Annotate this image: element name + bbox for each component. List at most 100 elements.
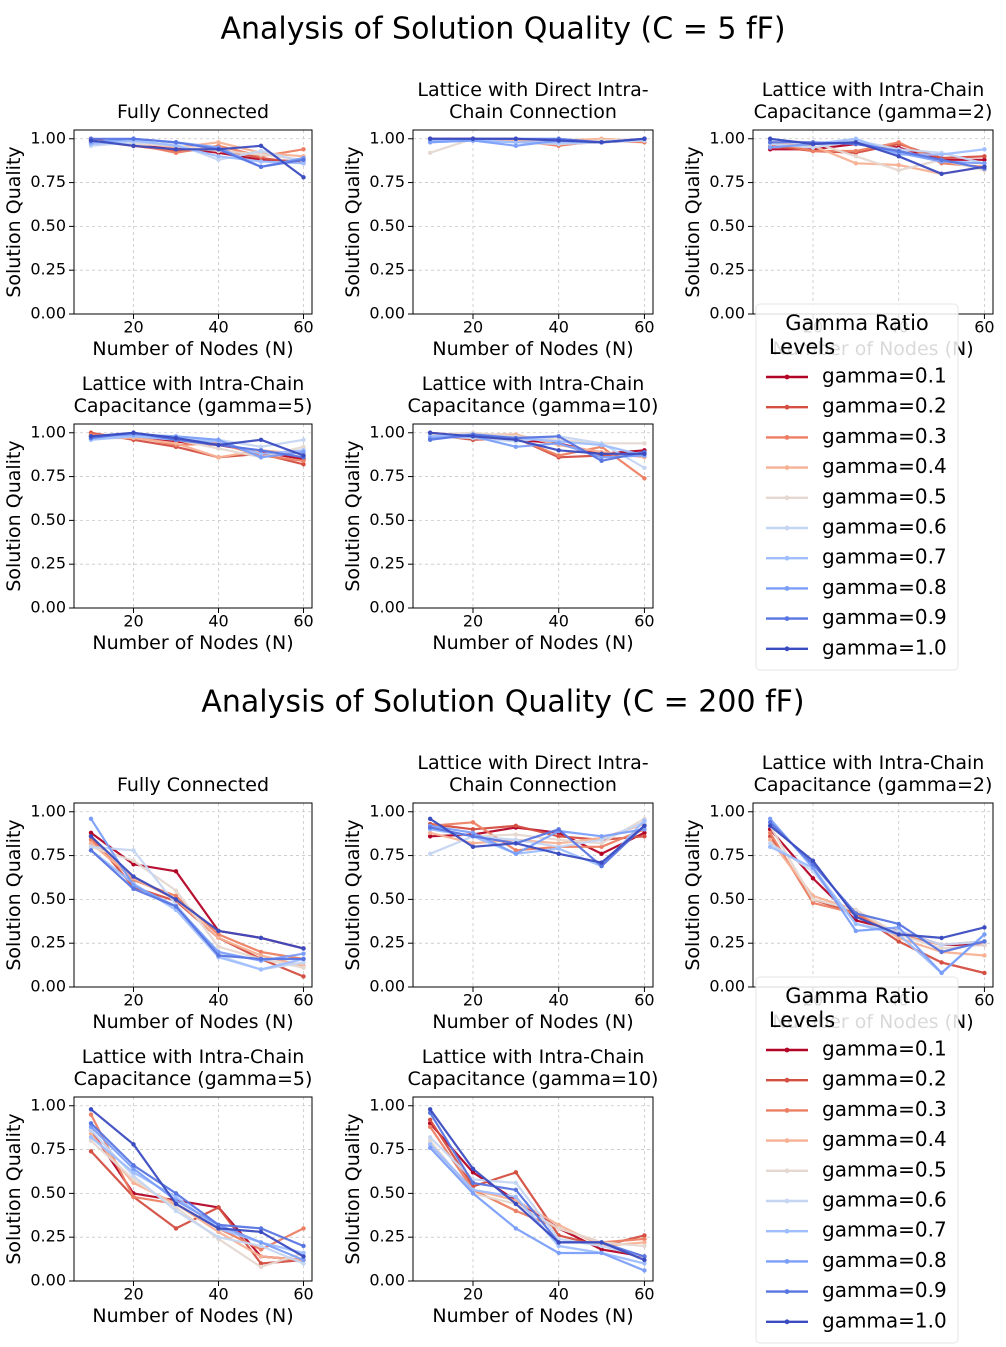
data-point	[896, 932, 901, 937]
x-tick-label: 40	[208, 612, 228, 631]
y-tick-label: 0.50	[30, 1183, 66, 1202]
data-point	[939, 946, 944, 951]
series-line	[90, 139, 304, 165]
data-point	[258, 1264, 264, 1270]
data-point	[258, 455, 264, 460]
data-point	[216, 953, 221, 958]
y-tick-label: 0.00	[30, 598, 66, 617]
data-point	[301, 462, 306, 467]
data-point	[642, 823, 647, 828]
data-point	[982, 970, 987, 976]
y-tick-label: 0.50	[709, 216, 745, 235]
x-tick-label: 40	[549, 1285, 569, 1304]
subplot: 0.00 0.25 0.50 0.75 1.00 20 40 60 Fully Connecte…	[3, 774, 314, 1033]
data-point	[982, 157, 987, 162]
data-point	[767, 140, 773, 145]
y-tick-label: 1.00	[709, 801, 745, 820]
data-point	[810, 876, 816, 881]
legend-label: gamma=1.0	[822, 1308, 947, 1332]
legend-label: gamma=0.1	[822, 1037, 947, 1061]
data-point	[470, 827, 476, 832]
y-tick-label: 0.00	[30, 1271, 66, 1290]
data-point	[216, 446, 221, 451]
legend-label: gamma=0.3	[822, 1097, 947, 1121]
data-point	[88, 1138, 94, 1144]
series-line	[429, 1122, 645, 1258]
x-tick-label: 40	[208, 1285, 228, 1304]
y-tick-label: 1.00	[30, 128, 66, 147]
data-point	[513, 841, 519, 846]
data-point	[131, 1166, 136, 1172]
y-tick-label: 1.00	[30, 422, 66, 441]
data-point	[131, 1180, 136, 1186]
legend-label: gamma=0.9	[822, 605, 947, 629]
data-point	[258, 152, 264, 157]
data-point	[258, 1254, 264, 1259]
data-point	[258, 1243, 264, 1249]
y-tick-label: 1.00	[30, 1095, 66, 1114]
legend-marker	[784, 586, 790, 591]
data-point	[513, 1194, 519, 1200]
legend-marker	[784, 1077, 790, 1083]
y-tick-label: 1.00	[369, 422, 405, 441]
y-tick-label: 0.00	[30, 304, 66, 323]
data-point	[427, 140, 433, 145]
data-point	[301, 1250, 306, 1256]
y-tick-label: 0.75	[369, 466, 405, 485]
data-point	[216, 140, 221, 145]
data-point	[173, 893, 179, 899]
data-point	[982, 147, 987, 152]
data-point	[131, 886, 136, 892]
data-point	[427, 816, 433, 821]
data-point	[939, 152, 944, 157]
data-point	[216, 1226, 221, 1231]
data-point	[810, 145, 816, 150]
subplot-title: Lattice with Intra-Chain	[762, 79, 985, 101]
series-line	[429, 1126, 645, 1244]
data-point	[853, 136, 859, 141]
x-axis-label: Number of Nodes (N)	[432, 338, 633, 360]
data-point	[301, 444, 306, 449]
series-line	[90, 433, 304, 459]
legend-marker	[784, 1198, 790, 1204]
data-point	[301, 449, 306, 455]
y-axis-label: Solution Quality	[342, 1113, 364, 1264]
data-point	[427, 1107, 433, 1112]
series-line	[430, 137, 645, 144]
data-point	[642, 465, 647, 471]
series-line	[430, 431, 645, 455]
data-point	[301, 1261, 306, 1266]
data-point	[642, 830, 647, 835]
data-point	[427, 150, 433, 155]
x-tick-label: 20	[123, 991, 143, 1010]
legend-label: gamma=0.3	[822, 424, 947, 448]
data-point	[810, 897, 816, 902]
series-line	[769, 824, 985, 940]
data-point	[258, 1240, 264, 1245]
data-point	[767, 841, 773, 846]
legend-marker	[784, 1289, 790, 1294]
data-point	[470, 136, 476, 141]
data-point	[173, 1226, 179, 1231]
subplot: 0.00 0.25 0.50 0.75 1.00 20 40 60 Lattice with I…	[342, 1046, 658, 1327]
legend-label: gamma=0.7	[822, 1218, 947, 1242]
data-point	[301, 1243, 306, 1249]
data-point	[88, 138, 94, 143]
data-point	[599, 863, 604, 869]
plot-frame	[73, 1096, 313, 1282]
subplot-title: Lattice with Intra-Chain	[422, 373, 645, 395]
x-tick-label: 20	[463, 318, 483, 337]
data-point	[216, 147, 221, 152]
data-point	[767, 823, 773, 828]
data-point	[513, 848, 519, 853]
data-point	[853, 921, 859, 927]
data-point	[470, 434, 476, 439]
data-point	[427, 1124, 433, 1129]
data-point	[599, 1240, 604, 1245]
data-point	[301, 453, 306, 458]
data-point	[173, 147, 179, 152]
x-axis-label: Number of Nodes (N)	[432, 1305, 633, 1327]
data-point	[853, 140, 859, 145]
series-line	[769, 842, 985, 947]
